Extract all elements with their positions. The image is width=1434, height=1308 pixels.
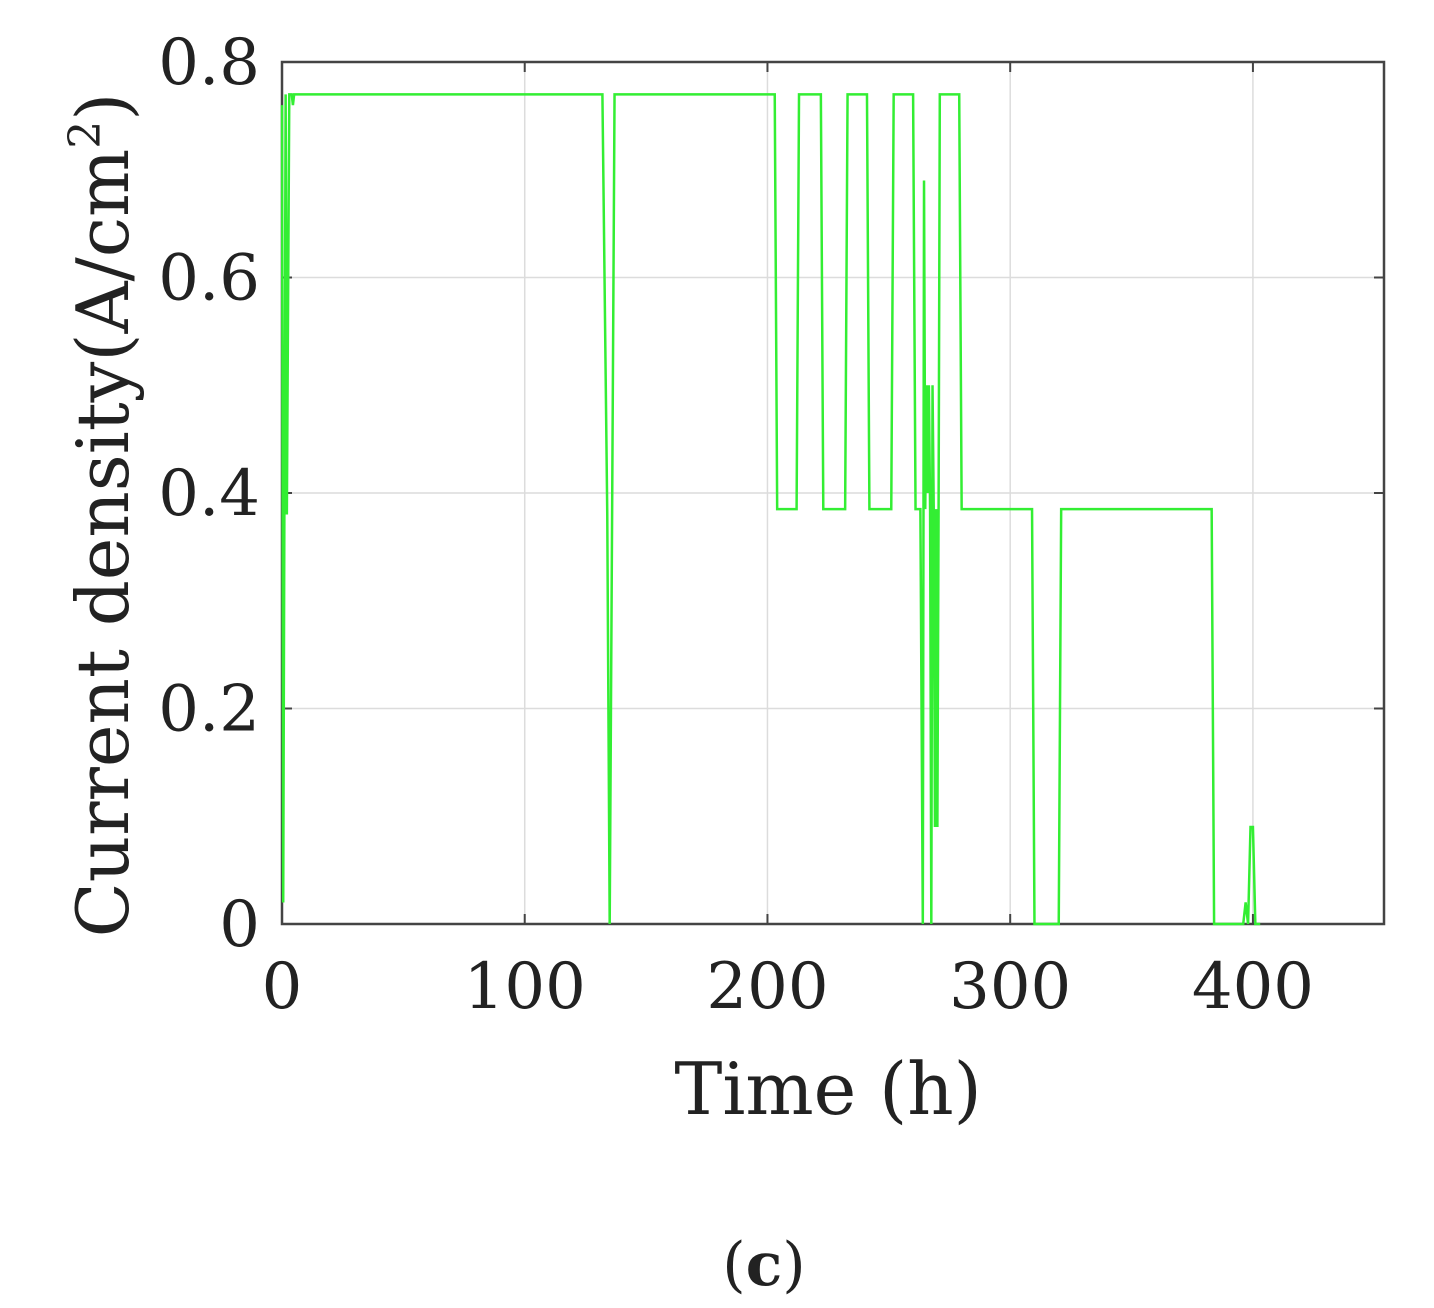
panel-label-open: ( [722,1230,745,1300]
x-tick-label: 400 [1192,950,1314,1024]
y-axis-title-close: ) [61,93,145,121]
y-tick-label: 0.2 [158,673,260,747]
series-line-current-density [280,93,1261,926]
x-tick-label: 200 [706,950,828,1024]
x-tick-label: 0 [262,950,303,1024]
panel-label: (c) [722,1230,805,1300]
grid-lines [282,62,1384,924]
panel-label-letter: c [746,1230,783,1300]
panel-label-close: ) [782,1230,805,1300]
y-tick-label: 0 [219,888,260,962]
y-tick-labels: 0 0.2 0.4 0.6 0.8 [158,26,260,962]
x-tick-label: 100 [464,950,586,1024]
x-tick-labels: 0 100 200 300 400 [262,950,1314,1024]
y-axis-title-main: Current density(A/cm [61,149,145,938]
x-axis-title: Time (h) [674,1047,981,1131]
y-tick-label: 0.4 [158,457,260,531]
y-axis-title: Current density(A/cm2) [60,93,145,938]
y-axis-title-superscript: 2 [60,121,111,149]
y-tick-label: 0.6 [158,242,260,316]
x-tick-label: 300 [949,950,1071,1024]
y-tick-label: 0.8 [158,26,260,100]
